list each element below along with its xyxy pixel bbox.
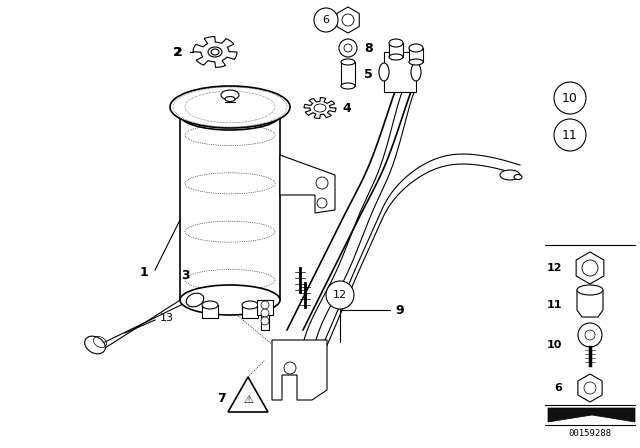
Ellipse shape [409, 59, 423, 65]
Circle shape [339, 39, 357, 57]
Ellipse shape [500, 170, 520, 180]
Polygon shape [228, 377, 268, 412]
Text: 2: 2 [174, 46, 183, 59]
Ellipse shape [170, 86, 290, 128]
Ellipse shape [202, 301, 218, 309]
Polygon shape [576, 252, 604, 284]
Polygon shape [304, 98, 336, 118]
Ellipse shape [208, 47, 222, 57]
Polygon shape [578, 374, 602, 402]
Polygon shape [341, 62, 355, 86]
Text: ⚠: ⚠ [243, 395, 253, 405]
Text: 10: 10 [547, 340, 562, 350]
Polygon shape [193, 37, 237, 67]
Polygon shape [242, 305, 258, 318]
Polygon shape [257, 300, 273, 315]
Text: 11: 11 [547, 300, 562, 310]
Text: 1: 1 [140, 266, 148, 279]
Polygon shape [280, 155, 335, 213]
Text: 9: 9 [395, 303, 404, 316]
Circle shape [314, 8, 338, 32]
Ellipse shape [180, 100, 280, 130]
Circle shape [317, 198, 327, 208]
Text: 11: 11 [562, 129, 578, 142]
Ellipse shape [186, 293, 204, 307]
Circle shape [554, 82, 586, 114]
Ellipse shape [225, 96, 235, 102]
Circle shape [261, 309, 269, 317]
Text: 12: 12 [333, 290, 347, 300]
Circle shape [261, 301, 269, 309]
Text: 4: 4 [342, 102, 351, 115]
Text: 5: 5 [364, 68, 372, 81]
Circle shape [284, 362, 296, 374]
Polygon shape [272, 340, 327, 400]
Text: 12: 12 [547, 263, 562, 273]
Polygon shape [548, 408, 635, 422]
Polygon shape [337, 7, 359, 33]
Ellipse shape [514, 175, 522, 180]
Polygon shape [261, 300, 269, 330]
Circle shape [326, 281, 354, 309]
Polygon shape [384, 52, 416, 92]
Polygon shape [202, 305, 218, 318]
Text: 7: 7 [217, 392, 226, 405]
Ellipse shape [379, 63, 389, 81]
Text: 3: 3 [180, 268, 189, 281]
Ellipse shape [221, 90, 239, 100]
Circle shape [578, 323, 602, 347]
Text: 13: 13 [160, 313, 174, 323]
Polygon shape [409, 48, 423, 62]
Text: 00159288: 00159288 [568, 428, 611, 438]
Ellipse shape [577, 285, 603, 295]
Text: 6: 6 [554, 383, 562, 393]
Ellipse shape [389, 54, 403, 60]
Ellipse shape [242, 301, 258, 309]
Polygon shape [389, 43, 403, 57]
Ellipse shape [180, 285, 280, 315]
Ellipse shape [411, 63, 421, 81]
Ellipse shape [389, 39, 403, 47]
Ellipse shape [341, 59, 355, 65]
Ellipse shape [341, 83, 355, 89]
Circle shape [316, 177, 328, 189]
Text: 10: 10 [562, 91, 578, 104]
Ellipse shape [84, 336, 106, 354]
Text: 6: 6 [323, 15, 330, 25]
Circle shape [554, 119, 586, 151]
Ellipse shape [409, 44, 423, 52]
Polygon shape [577, 290, 603, 317]
Circle shape [261, 317, 269, 325]
Text: 2: 2 [173, 46, 181, 59]
Text: 8: 8 [364, 42, 372, 55]
